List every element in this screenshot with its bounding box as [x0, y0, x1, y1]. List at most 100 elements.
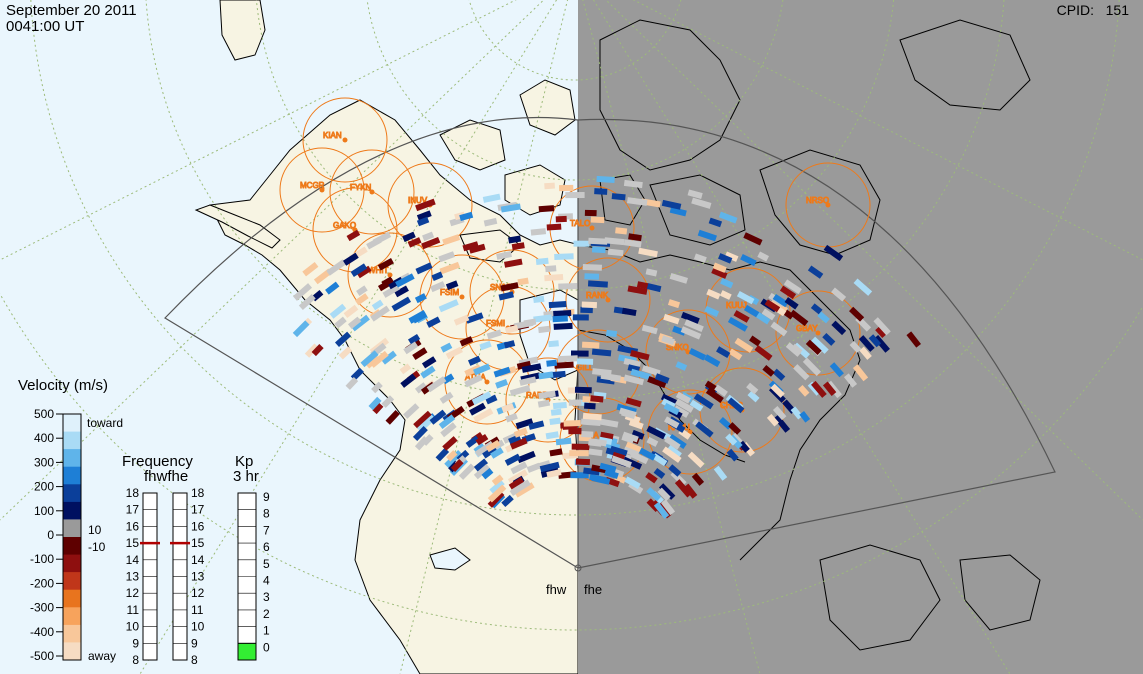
velocity-cell [770, 383, 785, 398]
velocity-cell [849, 306, 865, 322]
velocity-cell [675, 398, 694, 413]
velocity-cell [366, 237, 382, 250]
velocity-cell [598, 418, 619, 428]
velocity-cell [770, 321, 788, 337]
velocity-tick: 400 [34, 431, 54, 445]
velocity-cell [654, 373, 670, 384]
velocity-cell [473, 458, 489, 472]
velocity-cell [581, 301, 598, 309]
velocity-cell [421, 236, 441, 250]
velocity-cell [558, 282, 578, 290]
velocity-cell [292, 320, 310, 338]
velocity-color-swatch [63, 589, 81, 608]
velocity-cell [399, 363, 412, 375]
velocity-color-swatch [63, 519, 81, 538]
station-label-gako: GAKO [333, 221, 356, 230]
radar-label-fhe: fhe [584, 582, 602, 597]
velocity-cell [385, 409, 400, 425]
velocity-cell [733, 310, 750, 323]
velocity-cell [371, 381, 383, 394]
velocity-cell [345, 376, 359, 390]
velocity-cell [395, 273, 415, 288]
velocity-tick: -100 [30, 552, 54, 566]
velocity-cell [500, 203, 521, 213]
velocity-cell [445, 346, 463, 360]
velocity-cell [507, 469, 528, 485]
velocity-cell [581, 430, 594, 438]
kp-tick: 4 [263, 574, 270, 588]
velocity-cell [485, 394, 498, 405]
velocity-cell [298, 294, 316, 310]
velocity-cell [591, 246, 606, 254]
velocity-cell [440, 422, 457, 438]
velocity-cell [370, 305, 390, 322]
velocity-cell [479, 340, 492, 351]
station-dot-whit [387, 272, 393, 278]
velocity-away-label: away [88, 649, 116, 663]
velocity-cell [789, 309, 809, 327]
velocity-cell [631, 429, 645, 440]
velocity-cell [509, 385, 531, 397]
velocity-cell [590, 216, 605, 224]
velocity-cell [500, 282, 519, 292]
velocity-color-swatch [63, 624, 81, 643]
velocity-cell [343, 304, 359, 319]
velocity-cell [546, 469, 562, 478]
velocity-cell [544, 273, 564, 282]
station-circle-whit [347, 232, 433, 318]
velocity-cell [400, 373, 417, 388]
velocity-cell [666, 444, 682, 459]
velocity-cell [584, 273, 600, 280]
velocity-cell [672, 325, 686, 336]
frequency-scale-subtitle: fhwfhe [144, 468, 188, 485]
velocity-cell [403, 341, 419, 355]
velocity-cell [754, 345, 773, 361]
velocity-cell [573, 240, 590, 247]
velocity-cell [453, 314, 470, 326]
velocity-cell [727, 316, 748, 332]
kp-scale-subtitle: 3 hr [233, 468, 259, 485]
frequency-tick-right: 18 [191, 486, 205, 500]
velocity-cell [811, 380, 827, 398]
velocity-cell [553, 322, 573, 330]
velocity-cell [724, 251, 739, 262]
velocity-cell [416, 210, 432, 221]
velocity-cell [372, 402, 384, 415]
velocity-cell [482, 193, 501, 203]
velocity-cell [517, 277, 529, 286]
velocity-cell [798, 385, 810, 397]
velocity-cell [675, 361, 688, 371]
velocity-cell [334, 331, 352, 348]
kp-bar-fill [237, 642, 257, 661]
velocity-cell [588, 439, 602, 447]
velocity-cell [664, 416, 680, 429]
velocity-cell [680, 326, 702, 340]
velocity-cell [831, 320, 847, 336]
kp-tick: 1 [263, 624, 270, 638]
velocity-cell [773, 414, 791, 433]
velocity-cell [329, 303, 347, 319]
radar-site-marker [574, 564, 582, 572]
velocity-cell [706, 288, 721, 300]
station-label-gill: GILL [576, 363, 594, 372]
velocity-tick: -200 [30, 576, 54, 590]
velocity-cell [669, 206, 687, 217]
velocity-cell [859, 346, 872, 360]
kp-scale: Kp 3 hr 9 8 7 6 5 4 3 2 1 0 [233, 453, 270, 661]
velocity-cell [568, 427, 582, 435]
velocity-cell [570, 472, 589, 479]
velocity-cell [402, 231, 416, 243]
velocity-cell [712, 262, 727, 273]
radar-label-fhw: fhw [546, 582, 567, 597]
velocity-cell [438, 299, 459, 313]
velocity-cell [611, 193, 626, 201]
velocity-cell [736, 290, 755, 305]
velocity-cell [590, 395, 604, 403]
velocity-mid-label-pos: 10 [88, 523, 102, 537]
velocity-cell [734, 337, 754, 353]
velocity-cell [697, 229, 717, 242]
velocity-cell [663, 313, 680, 325]
velocity-cell [394, 285, 409, 298]
velocity-cell [805, 339, 822, 356]
velocity-cell [504, 324, 519, 334]
